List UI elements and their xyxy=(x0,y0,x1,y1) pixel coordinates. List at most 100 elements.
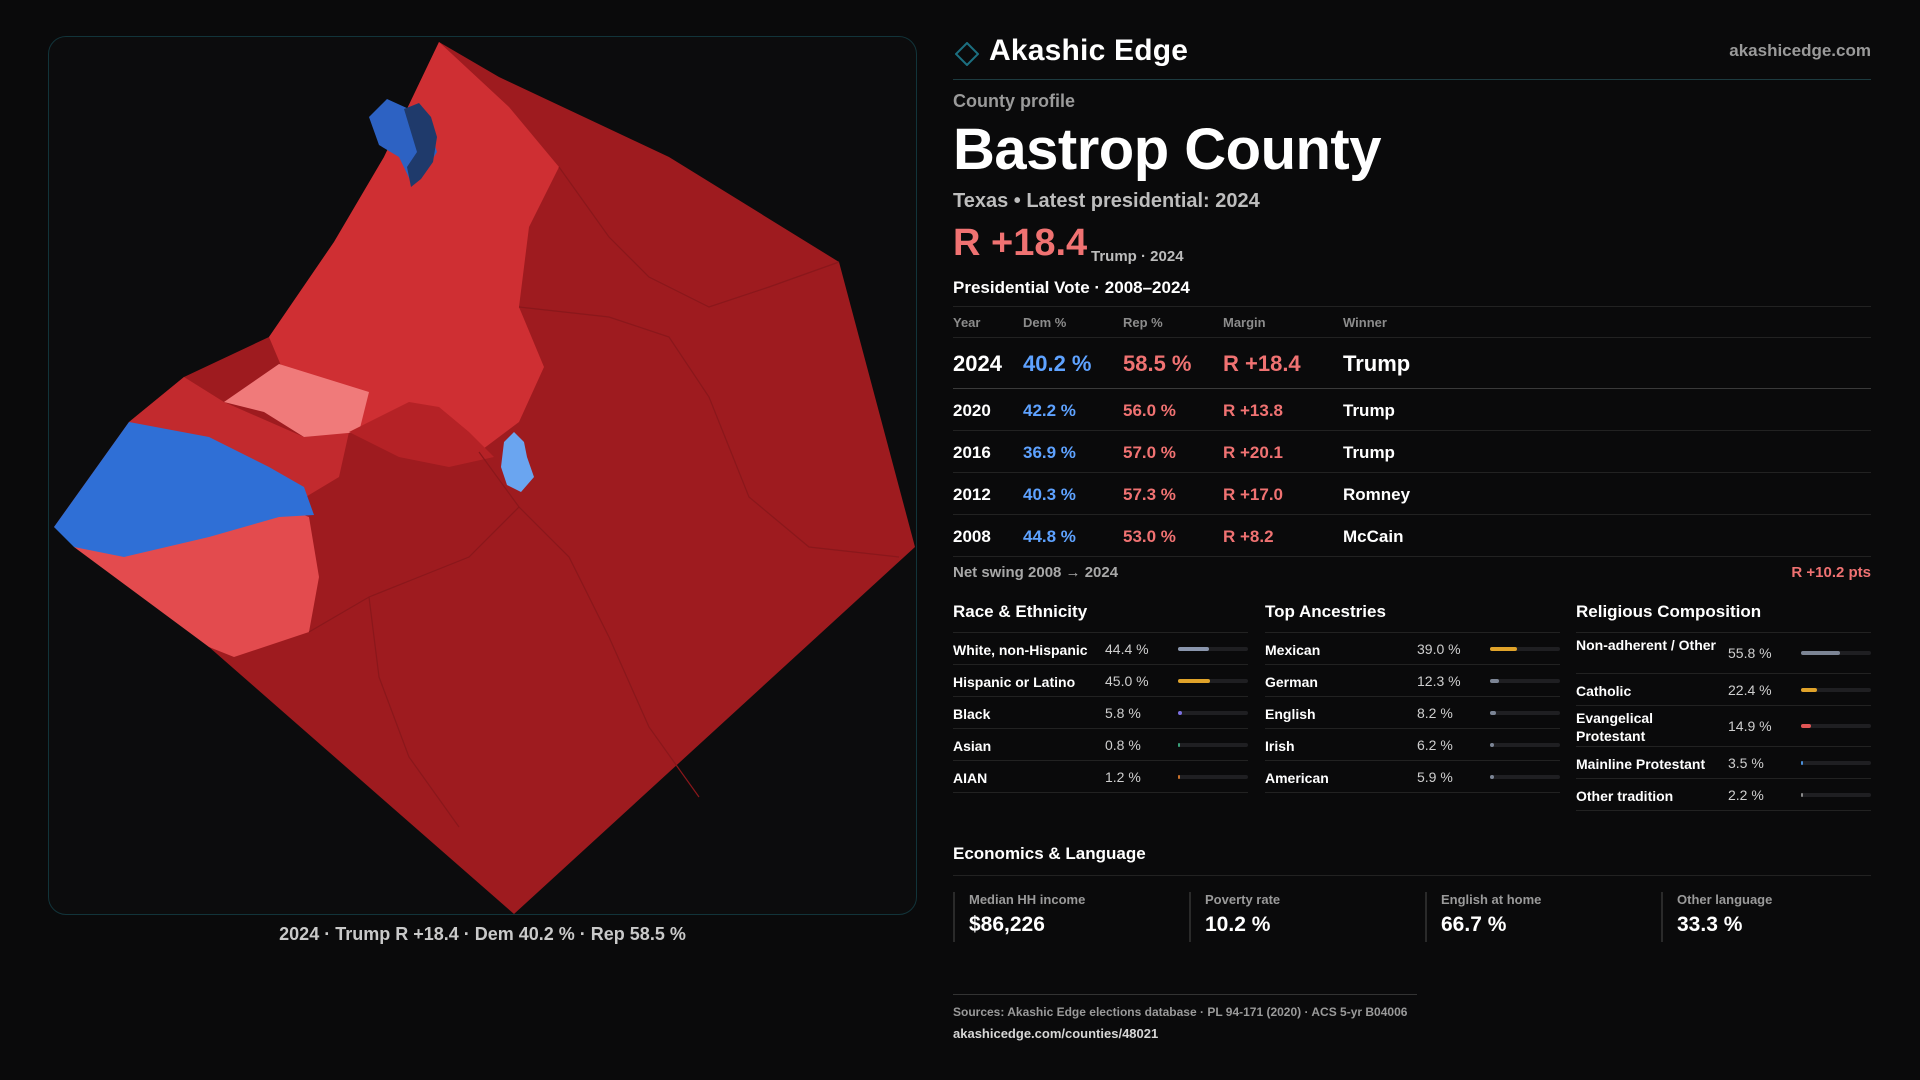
precinct-region[interactable] xyxy=(74,502,319,657)
stat-bar-fill xyxy=(1801,651,1841,655)
stat-value: 45.0 % xyxy=(1105,673,1149,689)
cell-margin: R +8.2 xyxy=(1223,527,1274,546)
stat-row: Non-adherent / Other 55.8 % xyxy=(1576,633,1871,674)
stat-card-value: 10.2 % xyxy=(1205,913,1271,936)
stat-card-label: Other language xyxy=(1677,892,1773,907)
stat-list: Non-adherent / Other 55.8 % Catholic 22.4 %… xyxy=(1576,633,1871,811)
section-title: Religious Composition xyxy=(1576,602,1762,621)
table-row[interactable]: 2016 36.9 % 57.0 % R +20.1 Trump xyxy=(953,431,1871,472)
stat-bar-fill xyxy=(1490,679,1499,683)
stat-label: Black xyxy=(953,706,991,722)
divider xyxy=(953,994,1417,995)
cell-dem: 40.2 % xyxy=(1023,351,1092,376)
brand-name: Akashic Edge xyxy=(989,34,1189,67)
cell-year: 2012 xyxy=(953,485,991,504)
stat-label: Asian xyxy=(953,738,992,754)
stat-value: 44.4 % xyxy=(1105,641,1149,657)
stat-card-value: 66.7 % xyxy=(1441,913,1507,936)
net-swing-value: R +10.2 pts xyxy=(1791,564,1871,581)
stat-value: 1.2 % xyxy=(1105,769,1141,785)
stat-card-label: English at home xyxy=(1441,892,1542,907)
stat-row: Hispanic or Latino 45.0 % xyxy=(953,665,1248,697)
stat-bar-track xyxy=(1178,679,1248,683)
table-header: Year Dem % Rep % Margin Winner xyxy=(953,307,1871,337)
section-title: Race & Ethnicity xyxy=(953,602,1088,621)
stat-bar-fill xyxy=(1801,793,1803,797)
brand-url-link[interactable]: akashicedge.com xyxy=(1729,41,1871,60)
stat-bar-track xyxy=(1801,651,1871,655)
stat-row: German 12.3 % xyxy=(1265,665,1560,697)
divider xyxy=(953,306,1871,307)
stat-value: 55.8 % xyxy=(1728,645,1772,661)
eyebrow-label: County profile xyxy=(953,91,1075,111)
stat-row: Asian 0.8 % xyxy=(953,729,1248,761)
stat-bar-track xyxy=(1490,679,1560,683)
precinct-region[interactable] xyxy=(224,364,369,437)
stat-bar-track xyxy=(1178,711,1248,715)
footer-url-link[interactable]: akashicedge.com/counties/48021 xyxy=(953,1026,1159,1041)
stat-value: 0.8 % xyxy=(1105,737,1141,753)
ancestry-section: Top Ancestries Mexican 39.0 % German 12.3 %… xyxy=(1265,602,1560,793)
table-row[interactable]: 2008 44.8 % 53.0 % R +8.2 McCain xyxy=(953,515,1871,556)
divider xyxy=(953,632,1248,633)
cell-winner: Trump xyxy=(1343,443,1395,462)
precinct-region-dem[interactable] xyxy=(404,103,437,187)
cell-dem: 40.3 % xyxy=(1023,485,1076,504)
table-row[interactable]: 2012 40.3 % 57.3 % R +17.0 Romney xyxy=(953,473,1871,514)
stat-list: White, non-Hispanic 44.4 % Hispanic or Lat… xyxy=(953,633,1248,793)
net-swing-row: Net swing 2008 → 2024 R +10.2 pts xyxy=(953,564,1871,588)
precinct-boundary xyxy=(308,506,520,633)
stat-label: Non-adherent / Other xyxy=(1576,637,1717,653)
stat-row: White, non-Hispanic 44.4 % xyxy=(953,633,1248,665)
stat-label: German xyxy=(1265,674,1318,690)
stat-row: Mainline Protestant 3.5 % xyxy=(1576,747,1871,779)
precinct-region-dem[interactable] xyxy=(54,422,314,557)
stat-bar-fill xyxy=(1178,775,1180,779)
stat-value: 8.2 % xyxy=(1417,705,1453,721)
stat-bar-track xyxy=(1490,775,1560,779)
cell-margin: R +13.8 xyxy=(1223,401,1284,420)
stat-label: Mainline Protestant xyxy=(1576,756,1706,772)
stat-bar-fill xyxy=(1178,679,1210,683)
stat-label: Catholic xyxy=(1576,683,1632,699)
cell-margin: R +18.4 xyxy=(1223,351,1301,376)
precinct-region[interactable] xyxy=(54,42,915,914)
sources-note: Sources: Akashic Edge elections database… xyxy=(953,1005,1408,1019)
col-header-dem: Dem % xyxy=(1023,315,1067,330)
stat-bar-track xyxy=(1490,711,1560,715)
county-map[interactable] xyxy=(48,36,917,915)
stat-bar-track xyxy=(1801,761,1871,765)
stat-label: Hispanic or Latino xyxy=(953,674,1076,690)
col-header-winner: Winner xyxy=(1343,315,1387,330)
stat-card-label: Median HH income xyxy=(969,892,1086,907)
headline-margin-note: Trump · 2024 xyxy=(1091,248,1184,265)
stat-bar-fill xyxy=(1490,711,1496,715)
stat-row: English 8.2 % xyxy=(1265,697,1560,729)
stat-row: Black 5.8 % xyxy=(953,697,1248,729)
table-row[interactable]: 2024 40.2 % 58.5 % R +18.4 Trump xyxy=(953,338,1871,388)
precinct-map-svg[interactable] xyxy=(49,37,917,915)
stat-bar-track xyxy=(1490,743,1560,747)
stat-value: 5.8 % xyxy=(1105,705,1141,721)
cell-dem: 36.9 % xyxy=(1023,443,1076,462)
stat-bar-track xyxy=(1490,647,1560,651)
vote-table-title: Presidential Vote · 2008–2024 xyxy=(953,278,1190,297)
precinct-region[interactable] xyxy=(269,42,559,457)
net-swing-label: Net swing 2008 → 2024 xyxy=(953,564,1119,581)
stat-card-label: Poverty rate xyxy=(1205,892,1281,907)
cell-rep: 58.5 % xyxy=(1123,351,1192,376)
precinct-region[interactable] xyxy=(349,402,494,467)
precinct-region-dem[interactable] xyxy=(501,432,534,492)
table-row[interactable]: 2020 42.2 % 56.0 % R +13.8 Trump xyxy=(953,389,1871,430)
page-title: Bastrop County xyxy=(953,117,1382,182)
cell-year: 2008 xyxy=(953,527,991,546)
stat-bar-fill xyxy=(1490,775,1495,779)
divider xyxy=(1265,632,1560,633)
cell-year: 2016 xyxy=(953,443,991,462)
stat-label: Irish xyxy=(1265,738,1295,754)
cell-winner: McCain xyxy=(1343,527,1404,546)
cell-margin: R +17.0 xyxy=(1223,485,1284,504)
divider xyxy=(953,875,1871,876)
cell-year: 2024 xyxy=(953,351,1002,376)
stat-label: Mexican xyxy=(1265,642,1321,658)
